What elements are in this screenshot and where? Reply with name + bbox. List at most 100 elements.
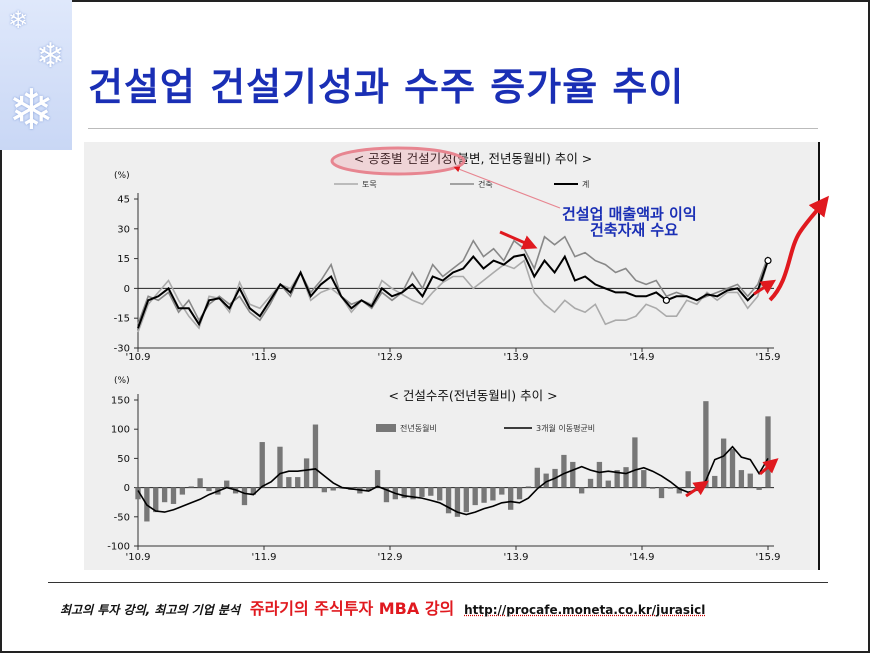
y-tick-label: -30 xyxy=(114,344,130,355)
y-tick-label: 50 xyxy=(117,454,130,465)
snowflake-icon: ❄ xyxy=(36,36,65,76)
bar xyxy=(516,487,523,500)
footer: 최고의 투자 강의, 최고의 기업 분석 쥬라기의 주식투자 MBA 강의 ht… xyxy=(60,595,705,619)
bar xyxy=(206,487,212,492)
legend-label: 계 xyxy=(582,179,589,189)
bar xyxy=(135,487,141,500)
bar xyxy=(445,487,452,514)
bar xyxy=(188,486,194,488)
y-tick-label: 0 xyxy=(124,284,130,295)
x-tick-label: '11.9 xyxy=(251,552,276,563)
x-tick-label: '14.9 xyxy=(629,352,654,363)
bar xyxy=(463,487,469,513)
x-tick-label: '13.9 xyxy=(503,352,528,363)
y-tick-label: 30 xyxy=(117,224,130,235)
bar xyxy=(623,467,629,488)
data-point-marker xyxy=(764,256,772,265)
snowflake-icon: ❄ xyxy=(8,6,29,34)
bar xyxy=(614,470,620,488)
bar xyxy=(649,487,656,489)
legend-label: 토목 xyxy=(362,180,377,189)
line-series-3 xyxy=(137,253,769,329)
y-tick-label: 45 xyxy=(117,195,130,206)
chart-title: < 공종별 건설기성(불변, 전년동월비) 추이 > xyxy=(354,151,593,166)
title-divider xyxy=(88,128,818,129)
line-series-1 xyxy=(137,259,769,333)
bar xyxy=(596,461,603,488)
x-tick-label: '15.9 xyxy=(755,352,780,363)
bar xyxy=(303,458,310,488)
footer-divider xyxy=(48,582,828,583)
x-tick-label: '12.9 xyxy=(377,352,402,363)
bar xyxy=(579,487,585,494)
y-tick-label: 0 xyxy=(124,483,130,494)
bar xyxy=(437,487,443,501)
x-tick-label: '11.9 xyxy=(251,352,276,363)
bar xyxy=(170,487,177,504)
bar xyxy=(587,478,594,488)
bar xyxy=(179,487,186,495)
bar xyxy=(161,487,168,503)
y-tick-label: 15 xyxy=(117,254,130,265)
bar xyxy=(454,487,461,517)
bar xyxy=(153,487,159,513)
bar xyxy=(508,487,514,510)
legend-label: 건축 xyxy=(478,179,493,189)
data-point-marker xyxy=(662,296,670,304)
bar xyxy=(374,470,381,488)
footer-tagline: 최고의 투자 강의, 최고의 기업 분석 xyxy=(60,603,241,617)
bar xyxy=(534,467,540,488)
y-tick-label: -100 xyxy=(107,542,130,553)
line-series-2 xyxy=(137,235,769,325)
bar xyxy=(729,449,736,488)
bar xyxy=(712,475,718,488)
x-tick-label: '10.9 xyxy=(125,552,150,563)
bar xyxy=(330,487,336,491)
bar xyxy=(756,487,762,490)
bar xyxy=(419,487,425,497)
x-tick-label: '13.9 xyxy=(503,552,528,563)
bar xyxy=(685,471,691,488)
chart-title: < 건설수주(전년동월비) 추이 > xyxy=(388,388,557,403)
chart-panel: < 공종별 건설기성(불변, 전년동월비) 추이 > (%) -30 -15 0 15 30… xyxy=(84,142,818,570)
bar xyxy=(720,438,727,488)
bar xyxy=(632,437,638,488)
bar xyxy=(366,487,372,492)
moving-average-line xyxy=(137,445,769,516)
slide-title: 건설업 건설기성과 수주 증가율 추이 xyxy=(88,65,685,109)
footer-brand: 쥬라기의 주식투자 MBA 강의 xyxy=(249,599,455,618)
bar xyxy=(499,487,505,495)
footer-url-link[interactable]: http://procafe.moneta.co.kr/jurasicl xyxy=(464,603,706,617)
y-tick-label: -50 xyxy=(114,512,130,523)
legend-label: 3개월 이동평균비 xyxy=(536,423,595,433)
snowflake-icon: ❄ xyxy=(8,78,55,143)
bar xyxy=(605,480,611,488)
snowflake-decoration: ❄ ❄ ❄ xyxy=(0,0,72,150)
bar xyxy=(472,487,478,506)
bar xyxy=(543,473,549,488)
bar xyxy=(410,487,416,500)
legend-label: 전년동월비 xyxy=(400,423,437,433)
bar xyxy=(658,487,665,499)
y-axis-label: (%) xyxy=(114,376,130,386)
y-axis-label: (%) xyxy=(114,171,130,181)
bar xyxy=(259,442,265,488)
bar xyxy=(641,470,647,488)
legend-swatch xyxy=(376,424,396,432)
x-tick-label: '10.9 xyxy=(125,352,150,363)
right-border-line xyxy=(818,142,820,570)
x-tick-label: '12.9 xyxy=(377,552,402,563)
bar xyxy=(747,473,753,488)
bar xyxy=(667,487,674,489)
y-tick-label: -15 xyxy=(114,314,130,325)
y-tick-label: 100 xyxy=(111,425,130,436)
charts-svg: < 공종별 건설기성(불변, 전년동월비) 추이 > (%) -30 -15 0 15 30… xyxy=(107,151,780,563)
bar xyxy=(321,487,327,493)
bar xyxy=(428,487,434,496)
bar xyxy=(490,487,496,501)
bar xyxy=(383,487,390,503)
bar xyxy=(197,478,203,488)
bar xyxy=(241,487,248,506)
bar xyxy=(312,424,319,488)
bar xyxy=(703,401,709,488)
